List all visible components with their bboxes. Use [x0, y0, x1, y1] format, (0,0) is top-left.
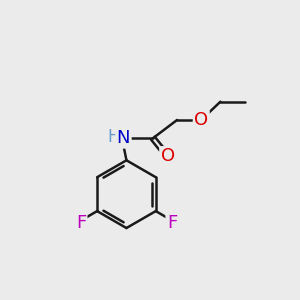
- Text: F: F: [167, 214, 177, 232]
- Text: F: F: [76, 214, 86, 232]
- Text: H: H: [107, 128, 120, 146]
- Text: O: O: [194, 111, 208, 129]
- Text: O: O: [160, 148, 175, 166]
- Text: N: N: [117, 129, 130, 147]
